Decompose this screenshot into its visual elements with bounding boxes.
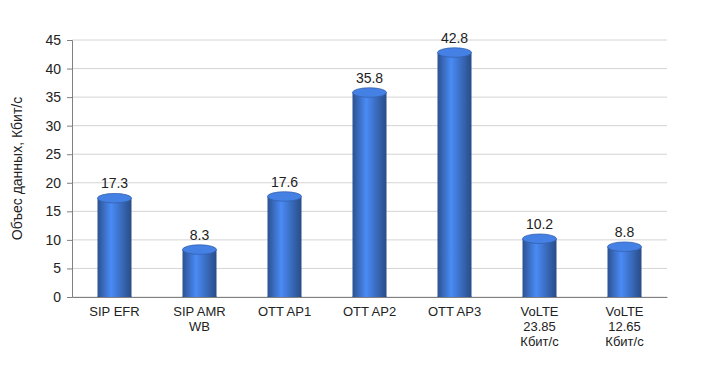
y-axis-line <box>67 41 73 298</box>
y-tick-label: 10 <box>45 232 61 248</box>
x-tick-label: VoLTE12.65Кбит/с <box>605 304 644 349</box>
bar <box>98 193 132 297</box>
x-tick-label-line: VoLTE <box>520 304 558 319</box>
x-axis: SIP EFR SIP AMRWB OTT AP1 OTT AP2 OTT AP3 VoL… <box>73 297 668 349</box>
x-tick: OTT AP2 <box>343 297 396 319</box>
y-tick: 30 <box>45 118 72 134</box>
bar <box>353 88 387 297</box>
bar-top <box>183 245 217 255</box>
data-label: 8.8 <box>615 224 635 240</box>
y-tick: 20 <box>45 175 72 191</box>
y-tick-label: 0 <box>53 289 61 305</box>
y-tick: 5 <box>53 260 72 276</box>
x-tick: SIP EFR <box>89 297 139 319</box>
bar-top <box>268 192 302 202</box>
data-label: 17.3 <box>101 175 128 191</box>
x-tick-label-line: OTT AP3 <box>428 304 481 319</box>
y-tick: 40 <box>45 61 72 77</box>
y-tick-label: 45 <box>45 32 61 48</box>
bar-body <box>438 53 472 297</box>
bar-body <box>523 239 557 297</box>
y-tick-label: 30 <box>45 118 61 134</box>
y-tick-mark <box>67 40 72 41</box>
chart: 0 5 10 15 20 25 30 35 40 45 SIP EFR SIP AMRWB OTT AP… <box>0 0 707 381</box>
y-tick-mark <box>67 183 72 184</box>
x-tick-label: SIP EFR <box>89 304 139 319</box>
y-tick: 25 <box>45 146 72 162</box>
y-tick: 10 <box>45 232 72 248</box>
x-tick: OTT AP1 <box>258 297 311 319</box>
x-tick-label-line: 23.85 <box>523 319 556 334</box>
y-tick-label: 40 <box>45 61 61 77</box>
x-tick-label-line: OTT AP1 <box>258 304 311 319</box>
data-label: 35.8 <box>356 70 383 86</box>
grid <box>72 40 667 297</box>
y-tick: 0 <box>53 289 72 305</box>
bar <box>438 48 472 297</box>
y-tick-mark <box>67 69 72 70</box>
bar <box>608 242 642 297</box>
bar-body <box>608 247 642 297</box>
x-tick-label-line: Кбит/с <box>520 334 559 349</box>
x-tick-label: OTT AP1 <box>258 304 311 319</box>
y-tick-mark <box>67 297 72 298</box>
bar <box>268 192 302 297</box>
x-axis-line <box>73 297 668 298</box>
bar-body <box>98 198 132 297</box>
x-tick-label: OTT AP2 <box>343 304 396 319</box>
y-axis-title: Объес данных, Кбит/с <box>9 97 25 240</box>
data-label: 10.2 <box>526 216 553 232</box>
y-axis: 0 5 10 15 20 25 30 35 40 45 <box>45 32 72 305</box>
grid-line <box>72 40 667 41</box>
x-tick-label-line: Кбит/с <box>605 334 644 349</box>
bars <box>98 48 642 297</box>
y-tick-mark <box>67 211 72 212</box>
data-label: 17.6 <box>271 174 298 190</box>
x-tick-label-line: OTT AP2 <box>343 304 396 319</box>
x-tick: VoLTE12.65Кбит/с <box>605 297 644 349</box>
x-tick-label: VoLTE23.85Кбит/с <box>520 304 559 349</box>
data-label: 42.8 <box>441 30 468 46</box>
x-tick-label: OTT AP3 <box>428 304 481 319</box>
y-tick-label: 5 <box>53 260 61 276</box>
bar <box>523 234 557 297</box>
y-tick: 45 <box>45 32 72 48</box>
x-tick-label: SIP AMRWB <box>173 304 226 334</box>
bar-top <box>98 193 132 203</box>
bar-body <box>268 196 302 297</box>
x-tick: OTT AP3 <box>428 297 481 319</box>
x-tick-label-line: VoLTE <box>605 304 643 319</box>
y-tick-mark <box>67 97 72 98</box>
data-labels: 17.3 8.3 17.6 35.8 42.8 10.2 8.8 <box>101 30 635 243</box>
data-label: 8.3 <box>190 227 210 243</box>
bar-body <box>183 250 217 297</box>
bar <box>183 245 217 297</box>
y-tick-label: 25 <box>45 146 61 162</box>
x-tick: VoLTE23.85Кбит/с <box>520 297 559 349</box>
x-tick-label-line: 12.65 <box>608 319 641 334</box>
bar-top <box>523 234 557 244</box>
y-tick-mark <box>67 154 72 155</box>
x-tick-label-line: WB <box>189 319 210 334</box>
bar-body <box>353 93 387 297</box>
y-tick-mark <box>67 268 72 269</box>
bar-top <box>353 88 387 98</box>
y-tick: 35 <box>45 89 72 105</box>
y-tick-label: 15 <box>45 203 61 219</box>
y-tick-mark <box>67 240 72 241</box>
y-tick-label: 35 <box>45 89 61 105</box>
y-tick-label: 20 <box>45 175 61 191</box>
bar-top <box>608 242 642 252</box>
bar-top <box>438 48 472 58</box>
x-tick-label-line: SIP EFR <box>89 304 139 319</box>
x-tick-label-line: SIP AMR <box>173 304 226 319</box>
y-tick: 15 <box>45 203 72 219</box>
y-tick-mark <box>67 126 72 127</box>
x-tick: SIP AMRWB <box>173 297 226 334</box>
